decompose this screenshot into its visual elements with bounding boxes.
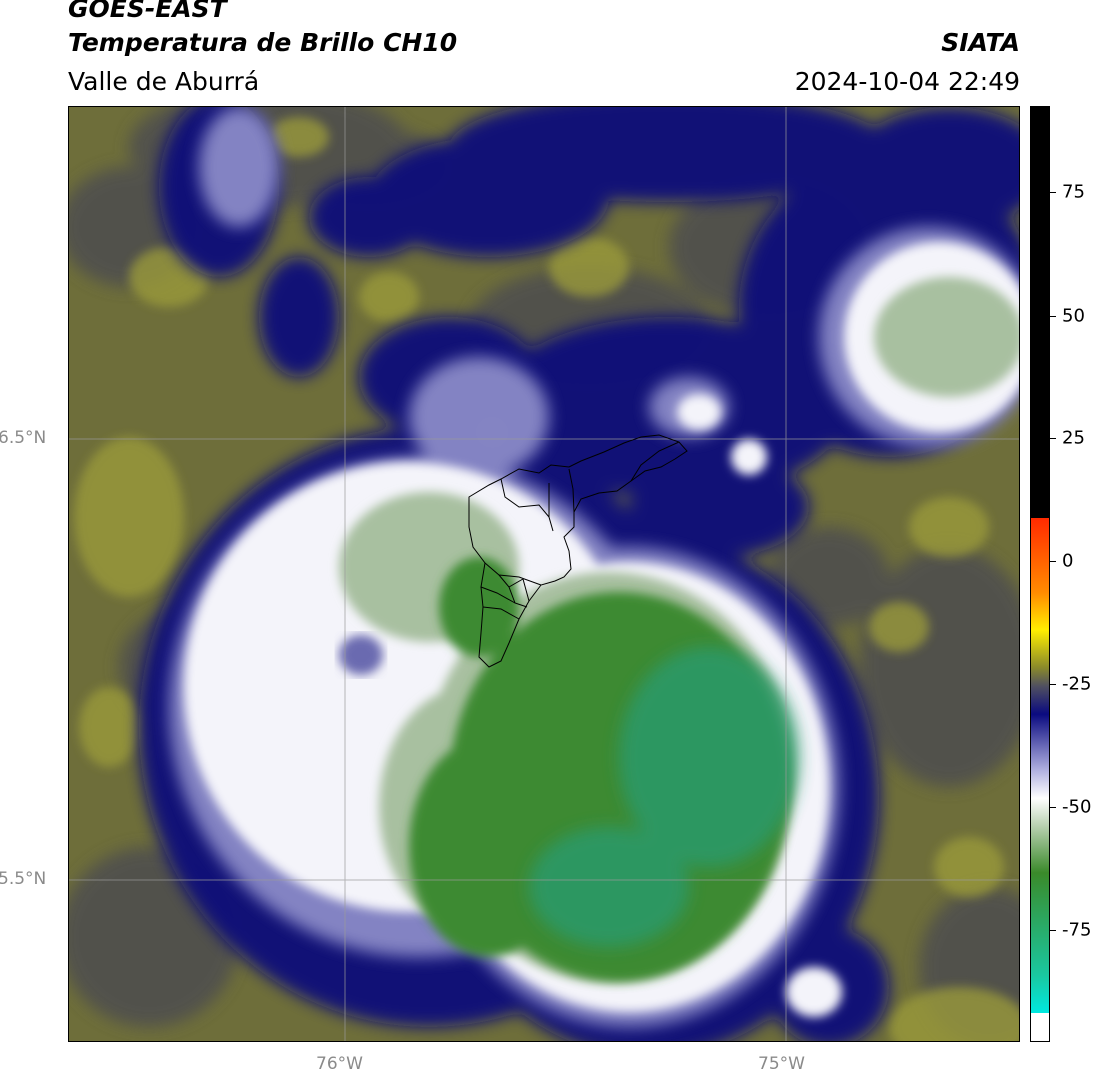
colorbar-tick-label: -75 bbox=[1062, 919, 1092, 941]
brightness-temperature-map bbox=[69, 107, 1019, 1041]
lat-tick-label: 6.5°N bbox=[0, 428, 47, 448]
colorbar-tick-mark bbox=[1050, 807, 1056, 809]
colorbar-tick-label: -25 bbox=[1062, 673, 1092, 695]
teal-coldest-core bbox=[529, 647, 799, 947]
colorbar-tick-mark bbox=[1050, 438, 1056, 440]
graticule bbox=[69, 107, 1019, 1041]
yellow-patches bbox=[74, 117, 1019, 1041]
colorbar-tick-label: 50 bbox=[1062, 305, 1085, 327]
datetime-label: 2024-10-04 22:49 bbox=[794, 67, 1020, 96]
colorbar-tick-label: 0 bbox=[1062, 550, 1074, 572]
colorbar bbox=[1030, 106, 1050, 1042]
inner-lavender-spot bbox=[339, 635, 383, 675]
product-title: Temperatura de Brillo CH10 bbox=[68, 28, 458, 57]
colorbar-tick-mark bbox=[1050, 192, 1056, 194]
region-label: Valle de Aburrá bbox=[68, 67, 260, 96]
lon-tick-label: 76°W bbox=[316, 1054, 363, 1074]
lat-tick-label: 5.5°N bbox=[0, 869, 47, 889]
map-panel[interactable] bbox=[68, 106, 1020, 1042]
colorbar-tick-mark bbox=[1050, 684, 1056, 686]
valle-de-aburra-boundaries bbox=[468, 434, 688, 668]
organization-label: SIATA bbox=[941, 28, 1020, 57]
colorbar-tick-label: -50 bbox=[1062, 796, 1092, 818]
colorbar-tick-label: 25 bbox=[1062, 427, 1085, 449]
colorbar-tick-label: 75 bbox=[1062, 181, 1085, 203]
satellite-title: GOES-EAST bbox=[68, 0, 227, 23]
colorbar-tick-mark bbox=[1050, 560, 1056, 562]
colorbar-tick-mark bbox=[1050, 929, 1056, 931]
colorbar-tick-mark bbox=[1050, 315, 1056, 317]
lon-tick-label: 75°W bbox=[758, 1054, 805, 1074]
